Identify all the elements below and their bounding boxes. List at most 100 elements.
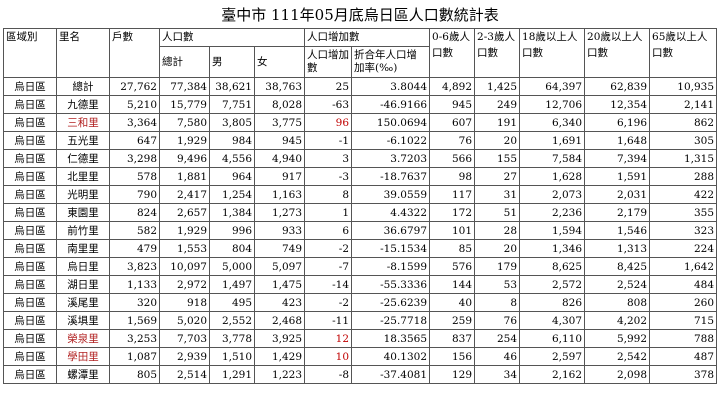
- cell-a20: 2,098: [584, 365, 651, 384]
- header-households: 戶數: [109, 28, 160, 78]
- cell-a18: 7,584: [519, 149, 586, 168]
- cell-rate: -15.1534: [351, 239, 431, 258]
- header-district: 區域別: [3, 28, 57, 78]
- cell-a65: 260: [649, 293, 718, 312]
- cell-inc: -7: [304, 257, 353, 276]
- cell-a20: 8,425: [584, 257, 651, 276]
- table-row: 烏日區 九德里 5,210 15,779 7,751 8,028 -63 -46.9166 94…: [3, 95, 718, 114]
- cell-rate: 40.1302: [351, 347, 431, 366]
- cell-female: 1,475: [253, 275, 306, 294]
- cell-households: 3,253: [109, 329, 160, 348]
- cell-households: 578: [109, 167, 160, 186]
- cell-a06: 98: [429, 167, 476, 186]
- table-row: 烏日區 螺潭里 805 2,514 1,291 1,223 -8 -37.4081 129 34 2…: [3, 365, 718, 384]
- cell-district: 烏日區: [3, 347, 57, 366]
- cell-inc: 3: [304, 149, 353, 168]
- cell-village: 三和里: [56, 113, 110, 132]
- cell-inc: -63: [304, 95, 353, 114]
- cell-a06: 156: [429, 347, 476, 366]
- cell-rate: -25.6239: [351, 293, 431, 312]
- cell-rate: 4.4322: [351, 203, 431, 222]
- table-row: 烏日區 東園里 824 2,657 1,384 1,273 1 4.4322 172 51 2,23…: [3, 203, 718, 222]
- cell-district: 烏日區: [3, 221, 57, 240]
- cell-total: 9,496: [159, 149, 210, 168]
- cell-inc: -11: [304, 311, 353, 330]
- cell-a06: 40: [429, 293, 476, 312]
- cell-a06: 566: [429, 149, 476, 168]
- cell-a18: 826: [519, 293, 586, 312]
- cell-village: 溪尾里: [56, 293, 110, 312]
- cell-inc: -14: [304, 275, 353, 294]
- cell-village: 湖日里: [56, 275, 110, 294]
- cell-a06: 259: [429, 311, 476, 330]
- cell-a20: 1,648: [584, 131, 651, 150]
- cell-district: 烏日區: [3, 257, 57, 276]
- cell-female: 3,775: [253, 113, 306, 132]
- cell-a06: 101: [429, 221, 476, 240]
- cell-a20: 6,196: [584, 113, 651, 132]
- cell-inc: -2: [304, 293, 353, 312]
- cell-district: 烏日區: [3, 131, 57, 150]
- cell-village: 螺潭里: [56, 365, 110, 384]
- cell-a20: 2,524: [584, 275, 651, 294]
- cell-a20: 62,839: [584, 77, 651, 96]
- cell-a20: 2,542: [584, 347, 651, 366]
- cell-total: 7,580: [159, 113, 210, 132]
- cell-a06: 837: [429, 329, 476, 348]
- cell-male: 2,552: [209, 311, 255, 330]
- header-age-20: 20歲以上人口數: [584, 28, 651, 78]
- header-age-0-6: 0-6歲人口數: [429, 28, 476, 78]
- cell-a65: 323: [649, 221, 718, 240]
- cell-district: 烏日區: [3, 167, 57, 186]
- cell-male: 964: [209, 167, 255, 186]
- cell-female: 423: [253, 293, 306, 312]
- cell-households: 3,364: [109, 113, 160, 132]
- cell-total: 2,417: [159, 185, 210, 204]
- cell-a18: 1,691: [519, 131, 586, 150]
- cell-inc: -3: [304, 167, 353, 186]
- cell-a18: 6,340: [519, 113, 586, 132]
- cell-total: 2,972: [159, 275, 210, 294]
- cell-a23: 1,425: [474, 77, 521, 96]
- cell-rate: 3.7203: [351, 149, 431, 168]
- cell-households: 1,087: [109, 347, 160, 366]
- cell-a65: 355: [649, 203, 718, 222]
- cell-inc: 25: [304, 77, 353, 96]
- cell-a06: 576: [429, 257, 476, 276]
- cell-a65: 715: [649, 311, 718, 330]
- table-row: 烏日區 光明里 790 2,417 1,254 1,163 8 39.0559 117 31 2,0…: [3, 185, 718, 204]
- population-table: 區域別 里名 戶數 人口數 人口增加數 0-6歲人口數 2-3歲人口數 18歲以…: [3, 28, 718, 384]
- cell-rate: 39.0559: [351, 185, 431, 204]
- cell-district: 烏日區: [3, 95, 57, 114]
- table-row: 烏日區 總計 27,762 77,384 38,621 38,763 25 3.8044 4,8…: [3, 77, 718, 96]
- cell-village: 仁德里: [56, 149, 110, 168]
- cell-a23: 53: [474, 275, 521, 294]
- cell-a20: 1,546: [584, 221, 651, 240]
- cell-inc: -1: [304, 131, 353, 150]
- cell-a06: 129: [429, 365, 476, 384]
- cell-total: 15,779: [159, 95, 210, 114]
- cell-male: 984: [209, 131, 255, 150]
- cell-total: 2,514: [159, 365, 210, 384]
- cell-district: 烏日區: [3, 311, 57, 330]
- cell-rate: -6.1022: [351, 131, 431, 150]
- cell-female: 38,763: [253, 77, 306, 96]
- table-row: 烏日區 烏日里 3,823 10,097 5,000 5,097 -7 -8.1599 576 1…: [3, 257, 718, 276]
- header-age-18: 18歲以上人口數: [519, 28, 586, 78]
- cell-total: 1,881: [159, 167, 210, 186]
- cell-female: 933: [253, 221, 306, 240]
- cell-district: 烏日區: [3, 275, 57, 294]
- header-inc-count: 人口增加數: [304, 46, 353, 78]
- cell-female: 2,468: [253, 311, 306, 330]
- cell-households: 805: [109, 365, 160, 384]
- cell-a23: 51: [474, 203, 521, 222]
- cell-a65: 487: [649, 347, 718, 366]
- cell-a20: 808: [584, 293, 651, 312]
- cell-a18: 2,597: [519, 347, 586, 366]
- cell-a06: 945: [429, 95, 476, 114]
- cell-a23: 191: [474, 113, 521, 132]
- cell-female: 1,429: [253, 347, 306, 366]
- cell-village: 前竹里: [56, 221, 110, 240]
- cell-district: 烏日區: [3, 365, 57, 384]
- cell-a23: 179: [474, 257, 521, 276]
